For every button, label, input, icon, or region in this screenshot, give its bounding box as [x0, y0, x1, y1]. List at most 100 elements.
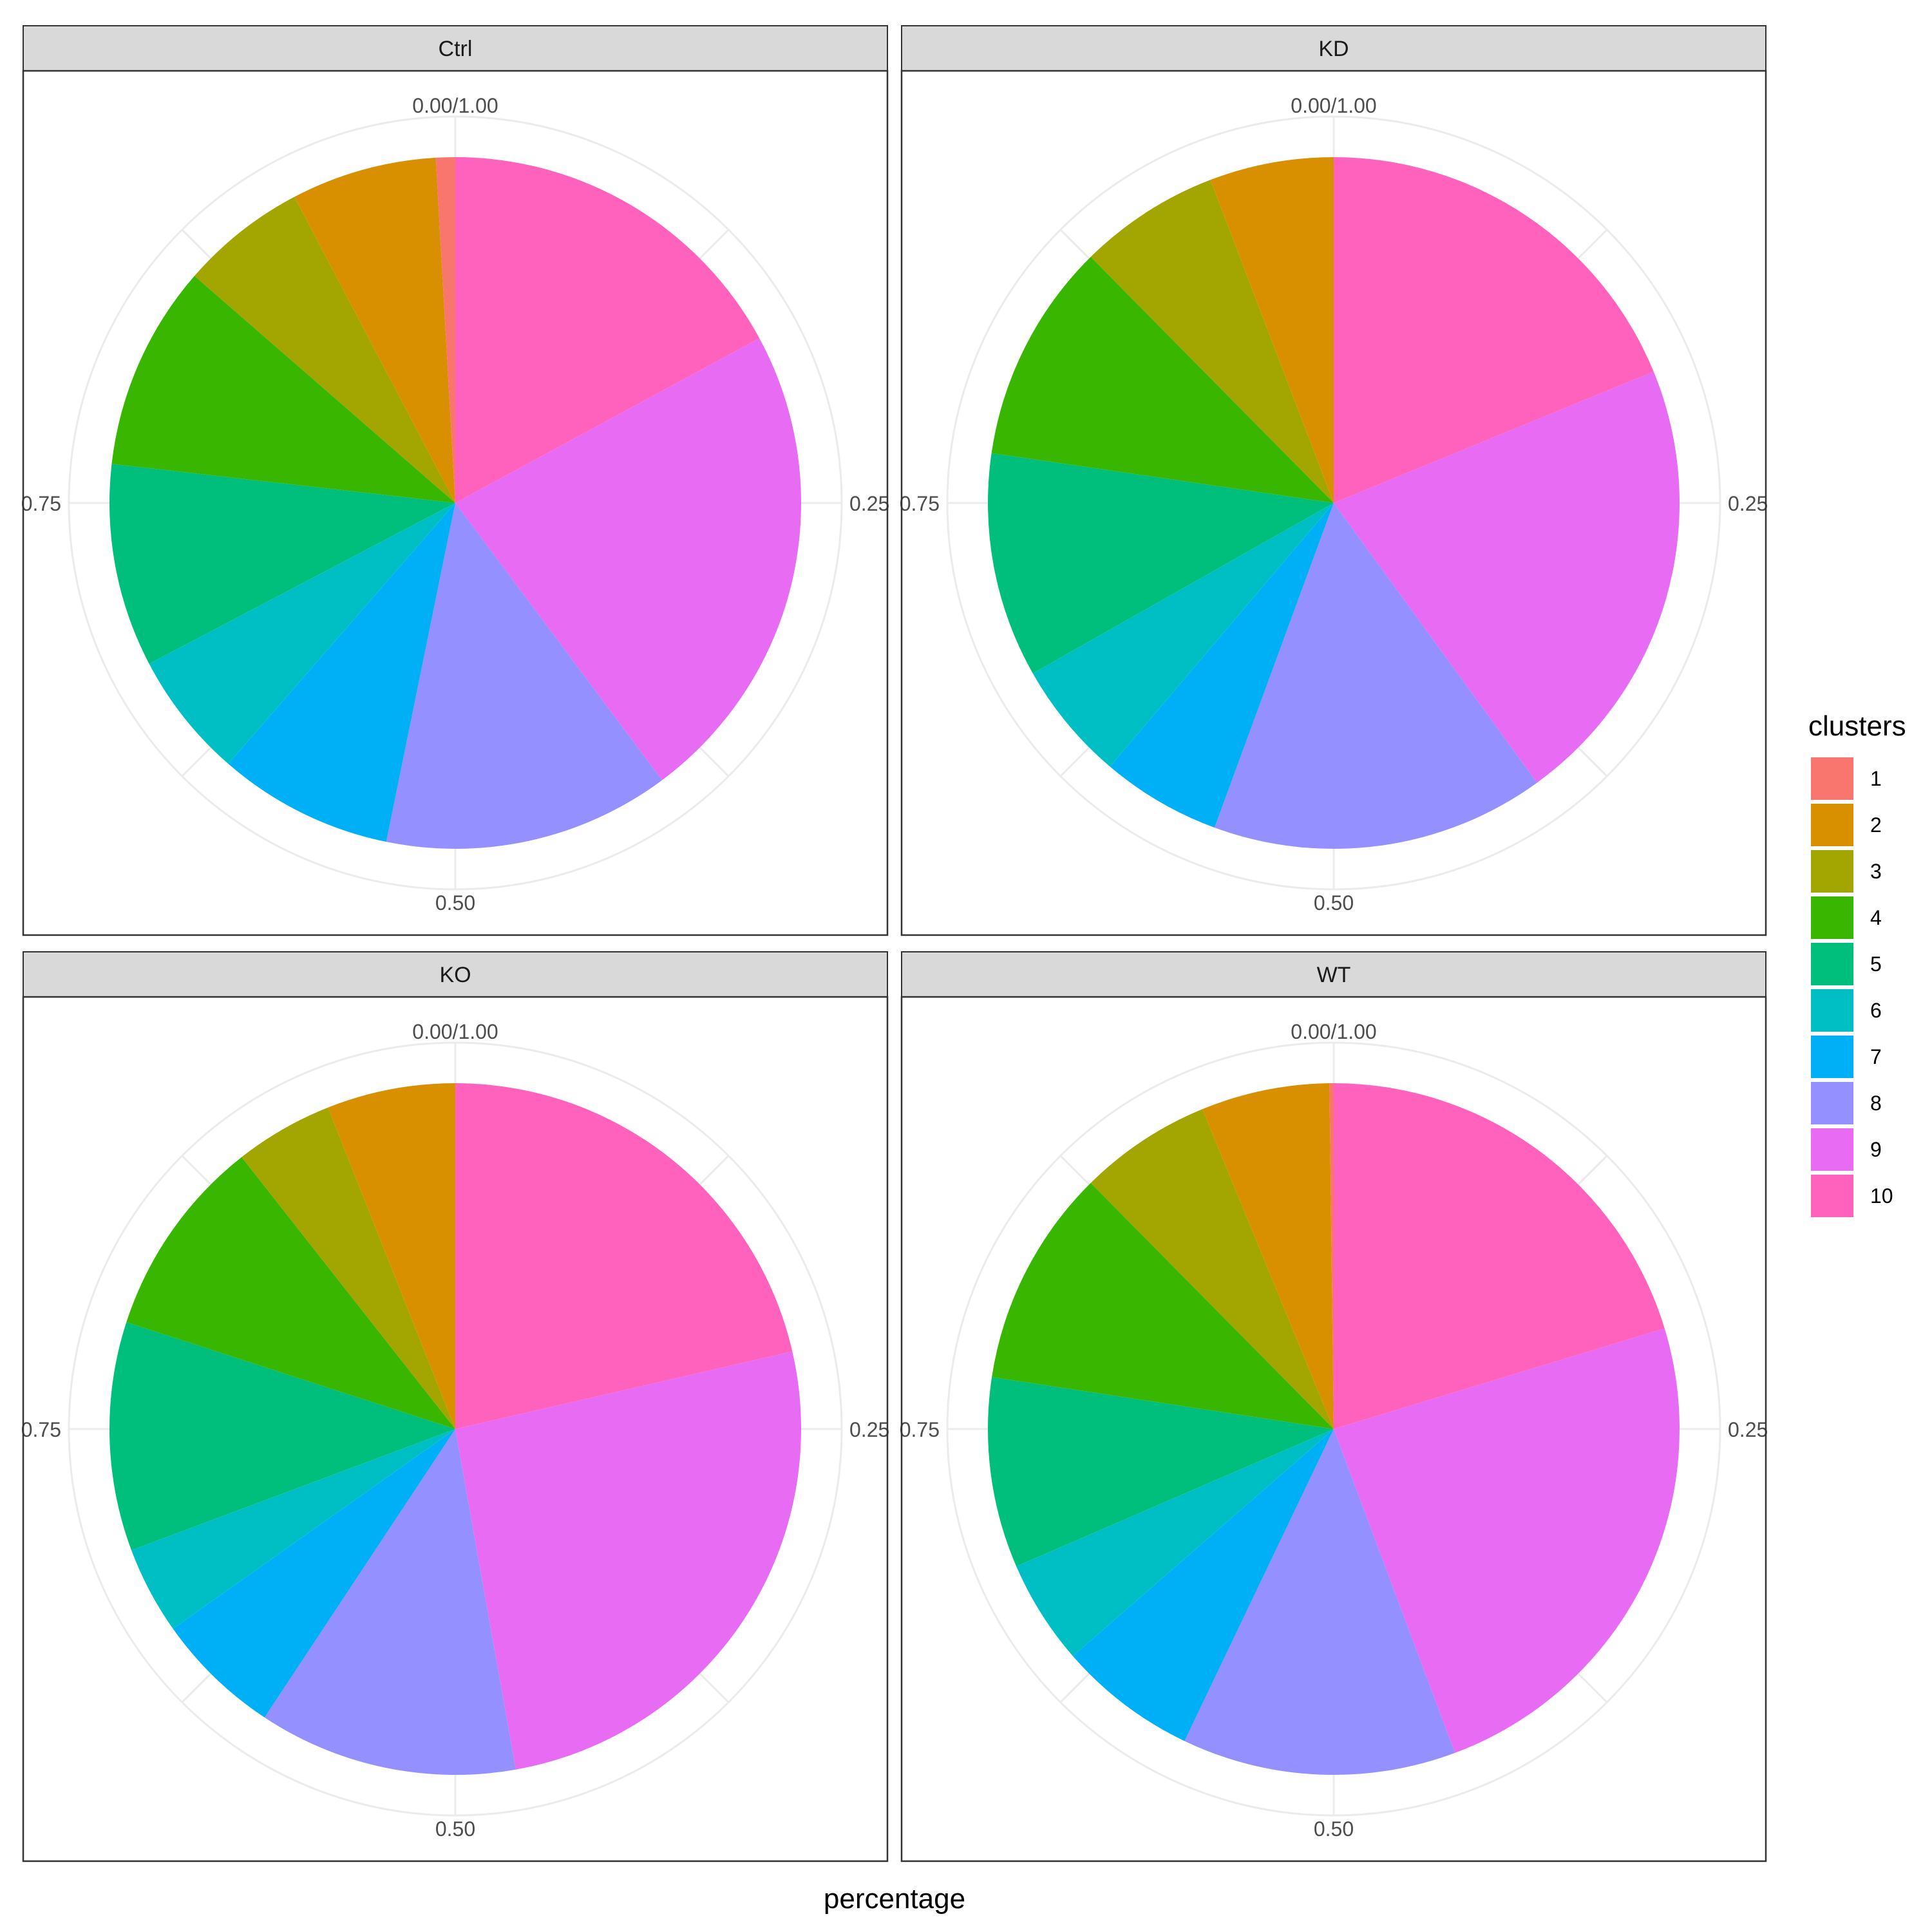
- angular-tick-label: 0.50: [435, 1817, 475, 1841]
- legend-key-label: 10: [1870, 1184, 1893, 1208]
- angular-tick-label: 0.25: [1728, 1418, 1768, 1441]
- pie-slice-cluster-2: [1210, 157, 1334, 503]
- angular-tick-label: 0.00/1.00: [1291, 94, 1376, 117]
- angular-tick-label: 0.50: [1314, 1817, 1354, 1841]
- legend-key-swatch: [1811, 1128, 1853, 1171]
- pie-slice-cluster-5: [987, 1377, 1334, 1567]
- pie-slice-cluster-6: [131, 1429, 456, 1629]
- legend-key-label: 9: [1870, 1138, 1882, 1161]
- angular-tick-label: 0.25: [849, 1418, 889, 1441]
- pie-slice-cluster-9: [1334, 1328, 1680, 1753]
- angular-tick-label: 0.25: [849, 492, 889, 515]
- facet-strip: [901, 951, 1766, 998]
- legend-item-2: 2: [1811, 804, 1882, 846]
- pie-slice-cluster-6: [1032, 503, 1334, 767]
- angular-tick-label: 0.25: [1728, 492, 1768, 515]
- legend-key-swatch: [1811, 1036, 1853, 1078]
- pie-slice-cluster-6: [149, 503, 455, 764]
- pie-slice-cluster-3: [1090, 180, 1334, 503]
- pie-slice-cluster-3: [1090, 1109, 1334, 1429]
- legend-key-swatch: [1811, 989, 1853, 1032]
- angular-tick-label: 0.75: [21, 492, 61, 515]
- legend-key-label: 2: [1870, 813, 1882, 837]
- pie-slice-cluster-9: [1334, 372, 1680, 783]
- pie-slice-cluster-10: [455, 1083, 793, 1429]
- legend-key-swatch: [1811, 1082, 1853, 1124]
- pie-slice-cluster-5: [109, 464, 455, 664]
- legend-key-swatch: [1811, 896, 1853, 939]
- facet-panel-kd: KD 0.00/1.00 0.25 0.50 0.75: [900, 25, 1768, 936]
- legend-key-swatch: [1811, 943, 1853, 985]
- legend-item-3: 3: [1811, 850, 1882, 893]
- pie-slice-cluster-4: [126, 1157, 455, 1429]
- panel-border: [22, 70, 889, 936]
- panel-border: [900, 996, 1767, 1862]
- legend: clusters 1 2 3 4 5 6 7 8 9 10: [1808, 710, 1906, 1217]
- facet-strip-label: WT: [1317, 963, 1351, 987]
- facet-strip-label: KO: [439, 963, 471, 987]
- legend-title: clusters: [1808, 710, 1906, 742]
- legend-item-9: 9: [1811, 1128, 1882, 1171]
- pie-slice-cluster-6: [1016, 1429, 1334, 1656]
- legend-item-7: 7: [1811, 1036, 1882, 1078]
- legend-item-5: 5: [1811, 943, 1882, 985]
- facet-panel-wt: WT 0.00/1.00 0.25 0.50 0.75: [900, 951, 1768, 1862]
- pie-slice-cluster-4: [111, 276, 455, 503]
- pie-slice-cluster-9: [455, 338, 802, 781]
- pie-slice-cluster-5: [109, 1322, 455, 1551]
- panel-border: [22, 996, 889, 1862]
- facet-panels: Ctrl 0.00/1.00 0.25 0.50 0.75 KD 0.00/1.00 0.25…: [21, 25, 1768, 1862]
- pie-slice-cluster-10: [1334, 157, 1654, 503]
- facet-panel-ctrl: Ctrl 0.00/1.00 0.25 0.50 0.75: [21, 25, 889, 936]
- pie-slice-cluster-1: [435, 157, 455, 503]
- facet-strip: [23, 951, 888, 998]
- pie-slice-cluster-4: [991, 256, 1334, 503]
- facet-panel-ko: KO 0.00/1.00 0.25 0.50 0.75: [21, 951, 889, 1862]
- legend-key-swatch: [1811, 1175, 1853, 1217]
- pie-slice-cluster-7: [228, 503, 455, 842]
- legend-key-swatch: [1811, 804, 1853, 846]
- pie-slice-cluster-10: [1334, 1083, 1665, 1429]
- pie-slice-cluster-5: [988, 453, 1334, 674]
- pie-slice-cluster-1: [1329, 1083, 1334, 1429]
- angular-tick-label: 0.00/1.00: [412, 1020, 498, 1043]
- pie-slice-cluster-2: [1202, 1083, 1334, 1429]
- x-axis-title: percentage: [824, 1883, 965, 1915]
- legend-item-4: 4: [1811, 896, 1882, 939]
- legend-key-swatch: [1811, 850, 1853, 893]
- facet-strip: [901, 25, 1766, 71]
- legend-key-label: 5: [1870, 952, 1882, 976]
- legend-item-8: 8: [1811, 1082, 1882, 1124]
- facet-strip-label: KD: [1318, 37, 1349, 61]
- legend-key-swatch: [1811, 757, 1853, 800]
- pie-slice-cluster-9: [455, 1351, 801, 1770]
- legend-item-10: 10: [1811, 1175, 1893, 1217]
- pie-slice-cluster-10: [455, 157, 760, 503]
- legend-items: 1 2 3 4 5 6 7 8 9 10: [1811, 757, 1893, 1217]
- angular-tick-label: 0.75: [21, 1418, 61, 1441]
- angular-tick-label: 0.50: [1314, 891, 1354, 914]
- legend-key-label: 3: [1870, 860, 1882, 883]
- facet-strip-label: Ctrl: [439, 37, 473, 61]
- pie-slice-cluster-2: [294, 157, 455, 503]
- facet-strip: [23, 25, 888, 71]
- legend-key-label: 1: [1870, 767, 1882, 790]
- pie-slice-cluster-8: [1184, 1429, 1455, 1776]
- pie-slice-cluster-7: [1072, 1429, 1334, 1741]
- angular-tick-label: 0.75: [900, 1418, 940, 1441]
- angular-tick-label: 0.50: [435, 891, 475, 914]
- angular-tick-label: 0.00/1.00: [1291, 1020, 1376, 1043]
- legend-item-1: 1: [1811, 757, 1882, 800]
- pie-slice-cluster-3: [194, 196, 455, 503]
- angular-tick-label: 0.75: [900, 492, 940, 515]
- pie-slice-cluster-7: [173, 1429, 455, 1718]
- pie-slice-cluster-8: [386, 503, 663, 849]
- legend-key-label: 6: [1870, 999, 1882, 1022]
- pie-slice-cluster-2: [328, 1083, 455, 1429]
- pie-slice-cluster-7: [1110, 503, 1334, 828]
- angular-tick-label: 0.00/1.00: [412, 94, 498, 117]
- pie-slice-cluster-8: [264, 1429, 516, 1775]
- panel-border: [900, 70, 1767, 936]
- legend-key-label: 7: [1870, 1045, 1882, 1068]
